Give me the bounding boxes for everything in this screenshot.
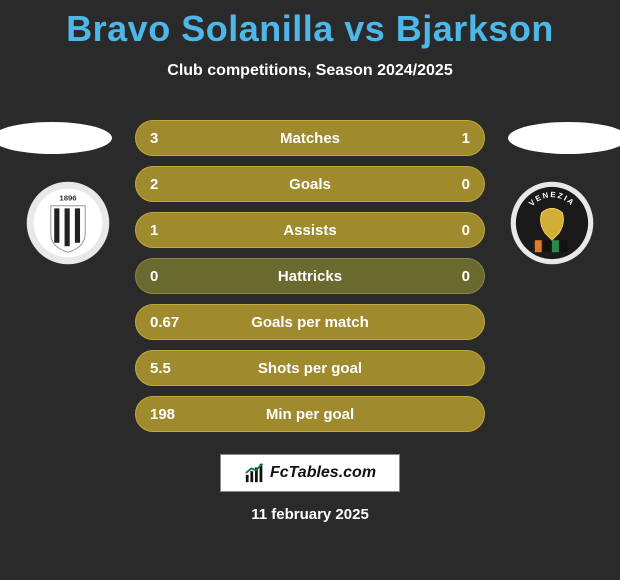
- stat-value-left: 3: [150, 130, 158, 147]
- stat-label: Matches: [280, 130, 340, 147]
- date-label: 11 february 2025: [0, 506, 620, 523]
- stat-value-left: 198: [150, 406, 175, 423]
- brand-logo: FcTables.com: [220, 454, 400, 492]
- stat-row: 0 Hattricks 0: [135, 258, 485, 294]
- stat-value-right: 0: [462, 222, 470, 239]
- stat-value-left: 0.67: [150, 314, 179, 331]
- stat-row: 5.5 Shots per goal: [135, 350, 485, 386]
- subtitle: Club competitions, Season 2024/2025: [0, 62, 620, 80]
- stat-value-left: 1: [150, 222, 158, 239]
- club-crest-left: 1896: [18, 178, 118, 268]
- stat-value-left: 0: [150, 268, 158, 285]
- stat-label: Goals per match: [251, 314, 369, 331]
- player-photo-left-placeholder: [0, 122, 112, 154]
- comparison-panel: 1896 VENEZIA 3 Matches 1 2 Goals 0 1 Assists 0 0 H…: [0, 100, 620, 523]
- stat-label: Assists: [283, 222, 336, 239]
- venezia-crest-icon: VENEZIA: [509, 180, 595, 266]
- stat-row: 198 Min per goal: [135, 396, 485, 432]
- stat-label: Hattricks: [278, 268, 342, 285]
- player-photo-right-placeholder: [508, 122, 620, 154]
- stats-list: 3 Matches 1 2 Goals 0 1 Assists 0 0 Hattricks 0 0.67…: [135, 100, 485, 432]
- stat-row: 0.67 Goals per match: [135, 304, 485, 340]
- stat-value-right: 0: [462, 268, 470, 285]
- page-title: Bravo Solanilla vs Bjarkson: [0, 0, 620, 50]
- udinese-crest-icon: 1896: [25, 180, 111, 266]
- brand-logo-text: FcTables.com: [270, 464, 376, 482]
- stat-label: Goals: [289, 176, 331, 193]
- stat-row: 3 Matches 1: [135, 120, 485, 156]
- stat-label: Shots per goal: [258, 360, 362, 377]
- stat-row: 1 Assists 0: [135, 212, 485, 248]
- stat-value-left: 2: [150, 176, 158, 193]
- stat-value-right: 0: [462, 176, 470, 193]
- stat-label: Min per goal: [266, 406, 354, 423]
- chart-icon: [244, 462, 266, 484]
- stat-value-left: 5.5: [150, 360, 171, 377]
- stat-row: 2 Goals 0: [135, 166, 485, 202]
- club-crest-right: VENEZIA: [502, 178, 602, 268]
- stat-value-right: 1: [462, 130, 470, 147]
- crest-year: 1896: [59, 194, 77, 203]
